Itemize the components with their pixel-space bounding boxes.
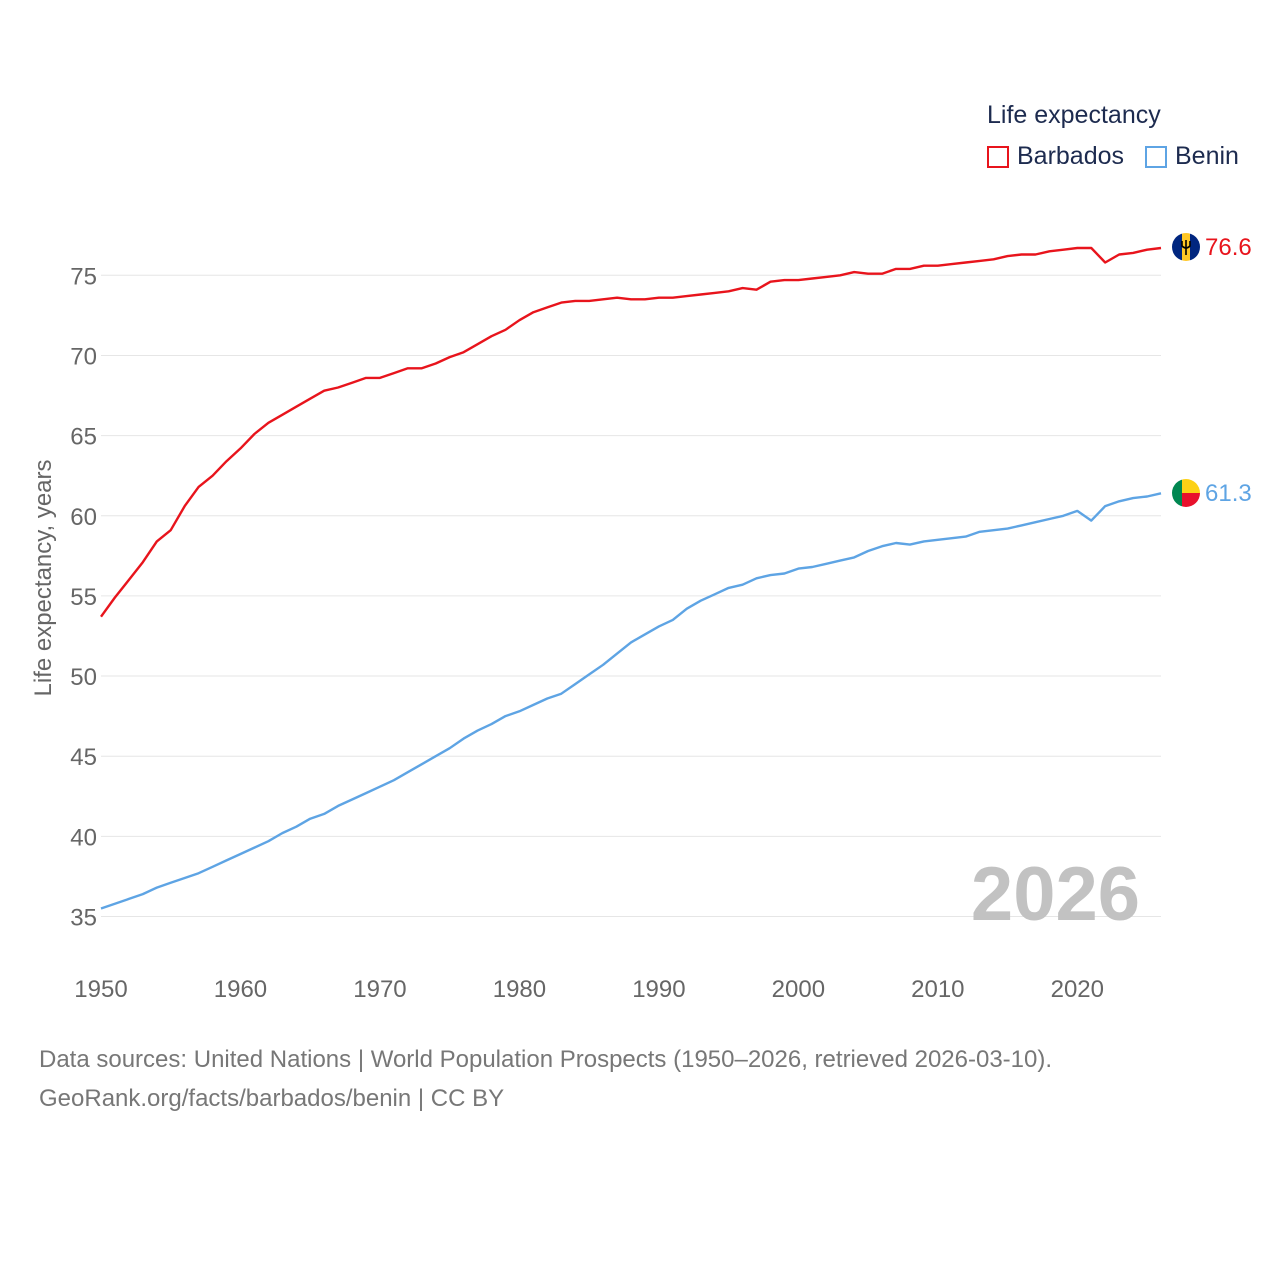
x-tick-label: 2000 xyxy=(772,976,825,1003)
series-line-benin xyxy=(100,492,1162,910)
year-watermark: 2026 xyxy=(971,852,1140,937)
x-tick-labels: 1950 1960 1970 1980 1990 2000 2010 2020 xyxy=(74,976,1104,1003)
legend-label-barbados: Barbados xyxy=(1017,142,1125,170)
benin-flag-icon xyxy=(1172,479,1200,507)
legend-swatch-benin xyxy=(1145,145,1167,168)
y-tick-label: 70 xyxy=(70,343,97,370)
legend-swatch-barbados xyxy=(987,145,1009,168)
legend-item-barbados[interactable]: Barbados xyxy=(987,142,1124,171)
legend-item-benin[interactable]: Benin xyxy=(1145,142,1239,171)
x-tick-label: 2010 xyxy=(911,976,964,1003)
y-tick-label: 65 xyxy=(70,424,97,451)
y-tick-label: 55 xyxy=(70,584,97,611)
x-tick-label: 1970 xyxy=(353,976,406,1003)
source-line-2[interactable]: GeoRank.org/facts/barbados/benin | CC BY xyxy=(39,1085,505,1112)
x-tick-label: 1980 xyxy=(493,976,546,1003)
x-tick-label: 1990 xyxy=(632,976,685,1003)
series-lines xyxy=(100,246,1162,910)
x-tick-label: 1950 xyxy=(74,976,127,1003)
grid-lines xyxy=(101,274,1161,917)
y-tick-label: 45 xyxy=(70,744,97,771)
legend-title: Life expectancy xyxy=(987,101,1161,129)
y-tick-label: 35 xyxy=(70,905,97,932)
x-tick-label: 1960 xyxy=(214,976,267,1003)
y-tick-label: 40 xyxy=(70,824,97,851)
barbados-end-value: 76.6 xyxy=(1205,234,1252,261)
end-markers xyxy=(1172,233,1200,507)
source-line-1: Data sources: United Nations | World Pop… xyxy=(39,1046,1053,1073)
barbados-flag-icon xyxy=(1172,233,1200,261)
y-tick-labels: 35 40 45 50 55 60 65 70 75 xyxy=(70,263,97,931)
y-axis-label: Life expectancy, years xyxy=(30,459,57,696)
legend-label-benin: Benin xyxy=(1175,142,1239,170)
y-tick-label: 60 xyxy=(70,504,97,531)
benin-end-value: 61.3 xyxy=(1205,480,1252,507)
y-tick-label: 75 xyxy=(70,263,97,290)
series-line-barbados xyxy=(100,246,1162,618)
x-tick-label: 2020 xyxy=(1051,976,1104,1003)
y-tick-label: 50 xyxy=(70,664,97,691)
